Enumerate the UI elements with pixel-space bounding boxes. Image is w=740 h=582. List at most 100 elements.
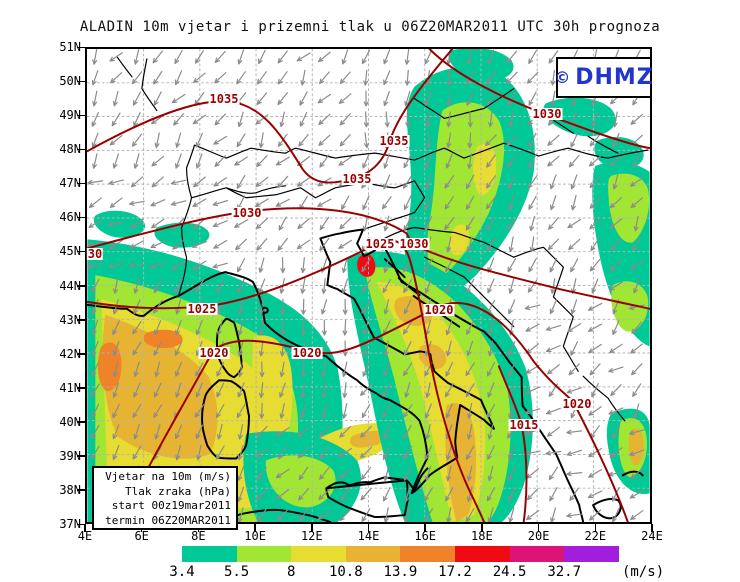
map-shape (256, 425, 268, 438)
map-shape (237, 507, 244, 522)
map-shape (109, 52, 123, 62)
map-shape (609, 218, 623, 229)
map-shape (508, 341, 516, 356)
map-shape (236, 403, 246, 418)
map-shape (339, 134, 351, 147)
isobar-label: 1020 (561, 397, 593, 411)
map-shape (236, 174, 246, 189)
map-shape (174, 424, 183, 440)
map-shape (237, 111, 244, 128)
map-shape (190, 180, 426, 231)
map-shape (87, 49, 454, 184)
map-shape (130, 218, 144, 229)
map-shape (112, 403, 120, 419)
map-shape (589, 196, 601, 209)
map-shape (237, 340, 244, 357)
map-shape (112, 341, 120, 356)
lon-label: 6E (134, 529, 149, 543)
map-shape (545, 407, 561, 415)
isobar-label: 1020 (198, 346, 230, 360)
map-shape (608, 281, 623, 291)
colorbar-tick-label: 8 (286, 564, 296, 580)
map-shape (383, 361, 391, 377)
map-shape (612, 111, 618, 128)
isobar-label: 1015 (508, 418, 540, 432)
map-shape (485, 196, 497, 210)
map-shape (507, 91, 516, 106)
map-shape (630, 343, 644, 354)
map-shape (275, 156, 290, 166)
map-shape (383, 298, 390, 315)
map-shape (446, 507, 452, 522)
map-shape (487, 424, 494, 440)
map-shape (174, 70, 183, 86)
map-shape (300, 298, 306, 315)
map-shape (194, 279, 205, 293)
map-shape (132, 91, 142, 106)
map-shape (91, 424, 100, 439)
map-shape (133, 424, 140, 440)
map-shape (404, 507, 411, 522)
map-shape (529, 236, 535, 253)
map-shape (525, 323, 540, 332)
map-shape (528, 91, 537, 106)
map-shape (113, 278, 119, 294)
map-shape (319, 466, 330, 480)
colorbar-segment (509, 546, 565, 562)
map-shape (91, 278, 100, 294)
map-shape (339, 217, 352, 230)
map-shape (112, 361, 119, 378)
map-shape (508, 465, 516, 481)
map-shape (258, 49, 266, 65)
map-shape (506, 50, 518, 64)
map-shape (92, 153, 98, 169)
map-shape (361, 403, 371, 418)
map-shape (612, 174, 619, 190)
map-shape (193, 142, 505, 161)
map-shape (216, 278, 224, 294)
map-shape (424, 49, 433, 65)
map-shape (275, 468, 290, 479)
map-shape (278, 216, 287, 231)
isobar-label: 1035 (208, 92, 240, 106)
map-shape (485, 134, 497, 147)
lat-tick (77, 46, 85, 48)
map-shape (236, 133, 246, 148)
map-shape (172, 239, 185, 250)
map-shape (153, 300, 163, 314)
map-shape (403, 424, 412, 439)
map-shape (279, 403, 285, 419)
map-shape (195, 153, 203, 169)
map-shape (256, 466, 268, 480)
map-shape (383, 174, 391, 190)
map-shape (424, 278, 432, 294)
map-shape (548, 217, 559, 230)
map-shape (445, 320, 453, 336)
map-shape (465, 216, 475, 231)
map-shape (318, 488, 331, 500)
map-shape (318, 425, 330, 438)
map-shape (405, 111, 411, 128)
map-shape (175, 299, 182, 315)
map-shape (112, 299, 119, 315)
lat-tick (77, 455, 85, 457)
map-shape (425, 174, 432, 190)
map-shape (154, 320, 162, 336)
map-shape (151, 155, 165, 167)
map-shape (526, 468, 539, 479)
lon-tick (424, 524, 426, 532)
map-shape (630, 197, 643, 209)
map-shape (612, 320, 620, 336)
map-shape (154, 361, 161, 378)
map-shape (383, 465, 390, 482)
map-shape (587, 490, 603, 499)
map-shape (566, 387, 582, 394)
map-shape (425, 111, 431, 128)
map-shape (349, 430, 388, 448)
map-shape (570, 299, 578, 315)
map-shape (91, 340, 99, 357)
lat-tick (77, 353, 85, 355)
map-shape (362, 215, 369, 232)
map-shape (297, 426, 310, 438)
